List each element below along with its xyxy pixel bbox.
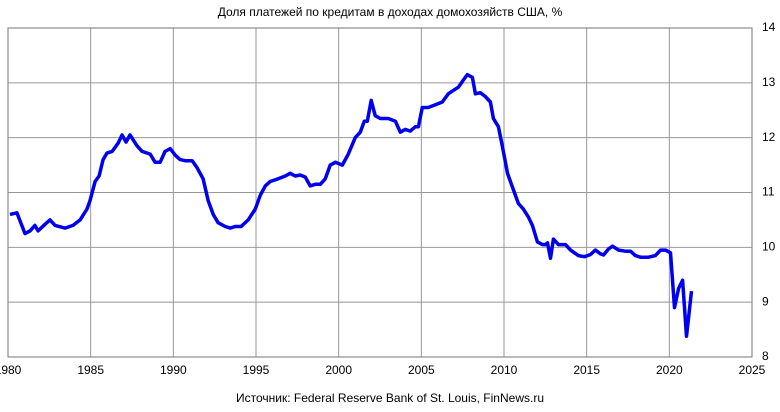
y-tick-label: 9	[762, 294, 769, 308]
data-line	[9, 72, 694, 338]
source-note: Источник: Federal Reserve Bank of St. Lo…	[236, 391, 544, 405]
y-tick-label: 10	[762, 240, 776, 254]
y-tick-label: 12	[762, 130, 776, 144]
x-tick-label: 2020	[656, 363, 683, 377]
x-tick-label: 2010	[491, 363, 518, 377]
x-tick-label: 2005	[408, 363, 435, 377]
x-tick-label: 2025	[739, 363, 766, 377]
x-tick-label: 1990	[160, 363, 187, 377]
x-tick-label: 1995	[243, 363, 270, 377]
chart-title: Доля платежей по кредитам в доходах домо…	[218, 5, 563, 19]
y-tick-label: 13	[762, 75, 776, 89]
plot-border	[7, 27, 753, 358]
x-tick-label: 2015	[573, 363, 600, 377]
y-tick-label: 14	[762, 20, 776, 34]
y-tick-label: 8	[762, 349, 769, 363]
x-tick-label: 1985	[77, 363, 104, 377]
y-tick-label: 11	[762, 185, 775, 199]
x-tick-label: 2000	[325, 363, 352, 377]
x-tick-label: 1980	[0, 363, 22, 377]
